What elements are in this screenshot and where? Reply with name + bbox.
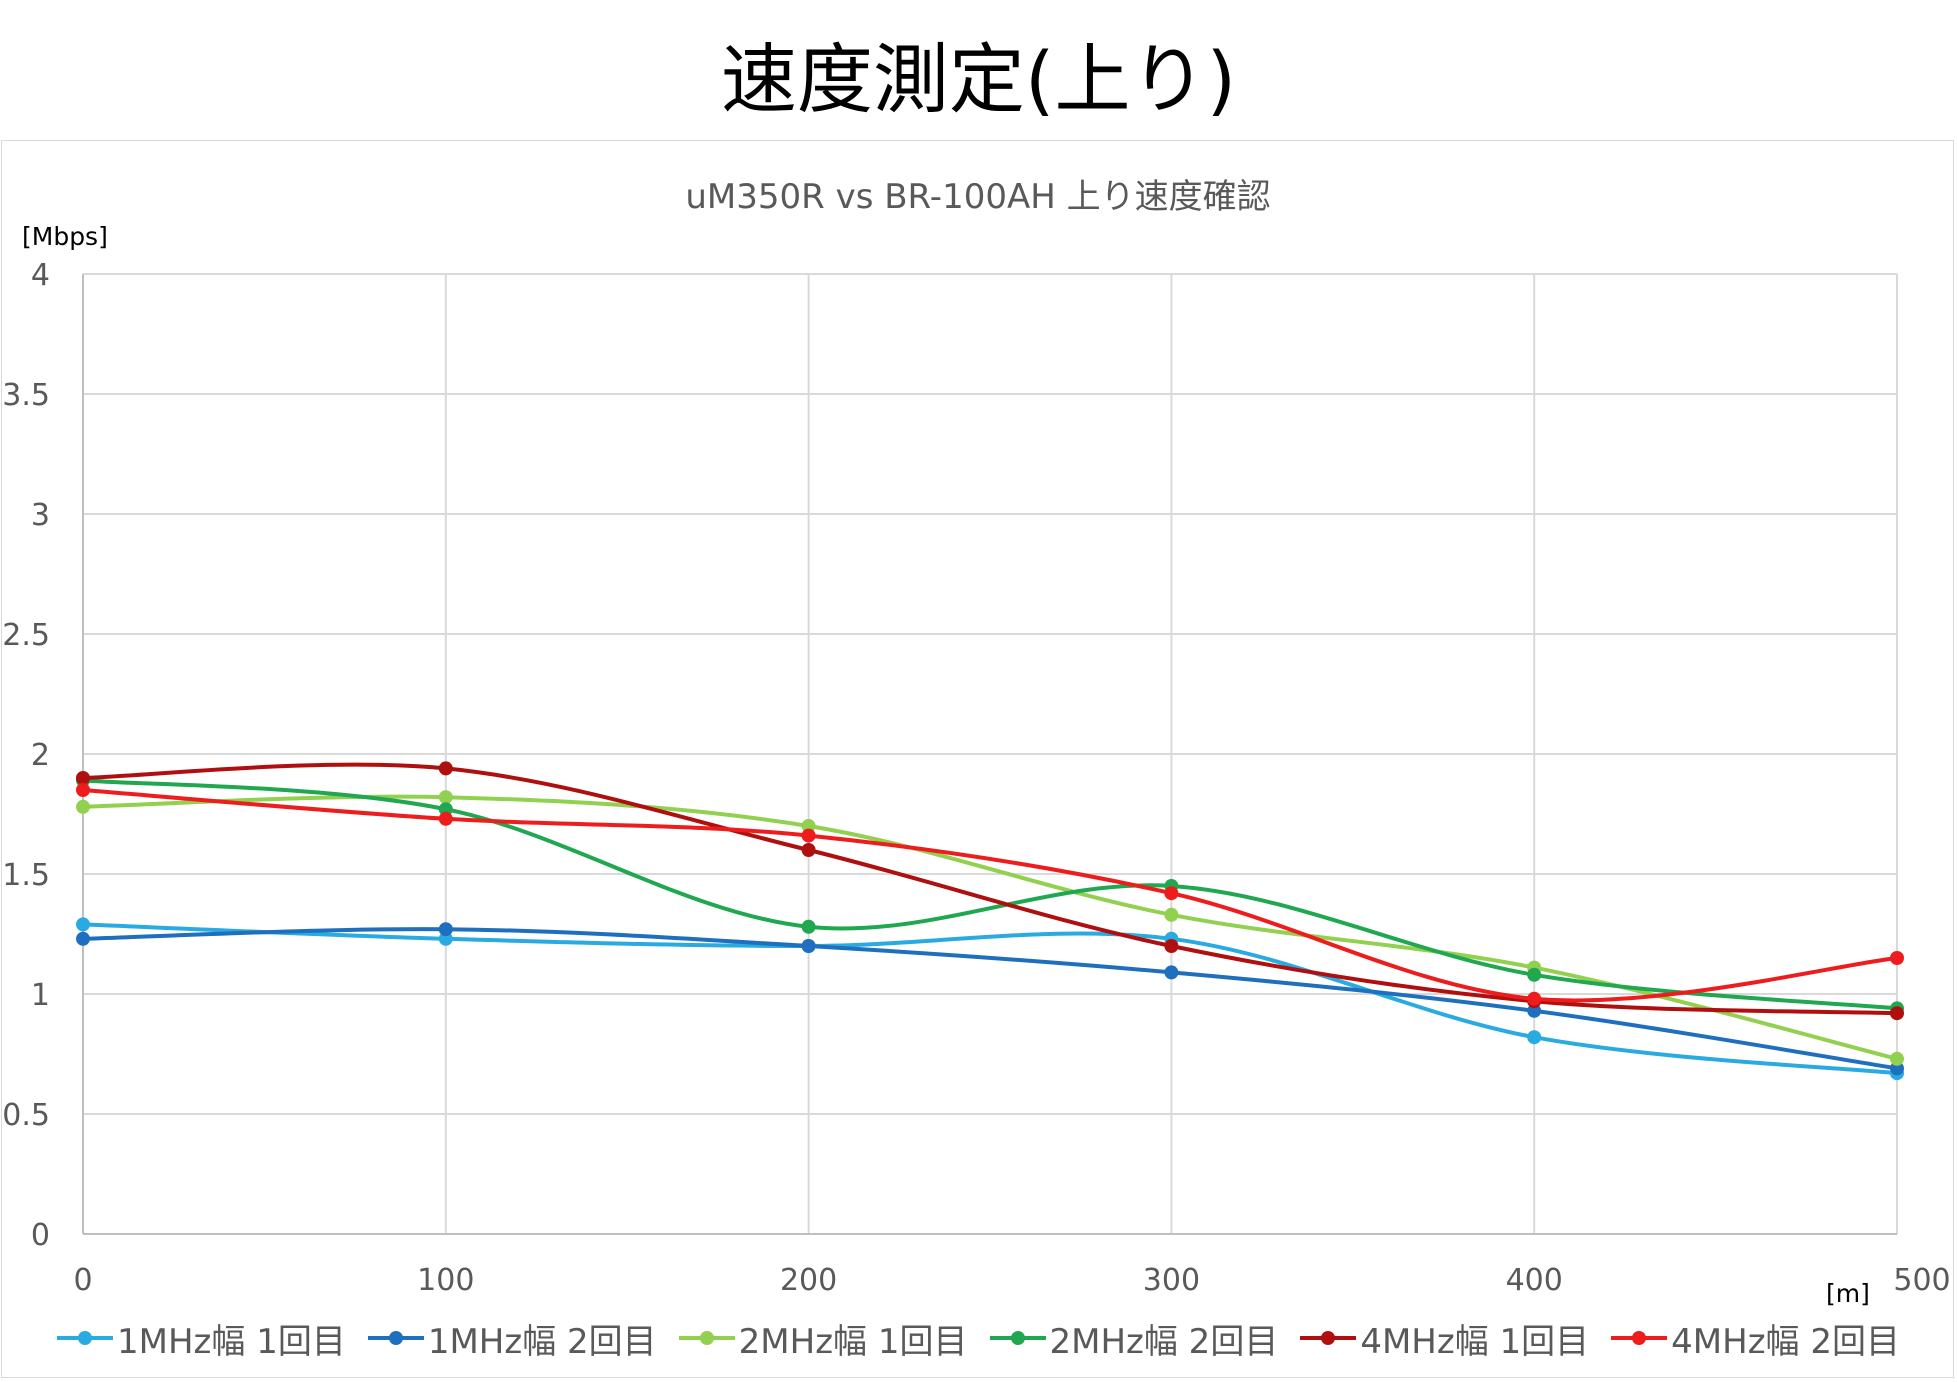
series-line (82, 788, 1898, 1003)
data-point (1527, 1003, 1542, 1018)
data-point (1527, 1030, 1542, 1045)
series-line (82, 922, 1898, 1076)
x-axis-label: [m] (1826, 1279, 1870, 1308)
x-tick-label: 0 (73, 1263, 92, 1298)
data-point (1164, 907, 1179, 922)
legend: 1MHz幅 1回目 1MHz幅 2回目 2MHz幅 1回目 2MHz幅 2回目 4MHz… (0, 1314, 1957, 1362)
y-tick-label: 0.5 (2, 1098, 50, 1133)
data-point (1164, 965, 1179, 980)
data-point (76, 799, 90, 814)
axis-labels: uM350R vs BR-100AH 上り速度確認 [Mbps] [m] 0 0.… (2, 177, 1950, 1308)
data-point (801, 828, 816, 843)
legend-item: 2MHz幅 2回目 (989, 1314, 1279, 1363)
y-tick-label: 3 (31, 498, 50, 533)
data-point (1164, 939, 1179, 953)
data-point (438, 790, 453, 805)
legend-item: 1MHz幅 2回目 (367, 1314, 657, 1363)
data-point (1890, 1051, 1904, 1066)
data-point (1890, 951, 1904, 965)
series-line (82, 762, 1898, 1016)
legend-swatch (678, 1331, 735, 1345)
data-point (438, 811, 453, 826)
x-tick-label: 100 (417, 1263, 474, 1298)
chart-frame (1, 140, 1954, 1378)
legend-swatch (1611, 1331, 1668, 1345)
x-tick-label: 300 (1143, 1263, 1200, 1298)
data-point (76, 771, 90, 785)
data-point (801, 939, 816, 953)
data-point (1164, 886, 1179, 901)
legend-label: 4MHz幅 2回目 (1671, 1321, 1900, 1362)
x-tick-label: 200 (780, 1263, 837, 1298)
x-tick-label: 400 (1506, 1263, 1563, 1298)
chart-title: uM350R vs BR-100AH 上り速度確認 (685, 177, 1270, 217)
series-5 (76, 761, 1904, 1021)
series-line (82, 927, 1898, 1071)
data-point (76, 783, 90, 797)
legend-item: 4MHz幅 1回目 (1300, 1314, 1589, 1363)
y-tick-label: 4 (31, 258, 50, 293)
y-tick-label: 3.5 (2, 378, 50, 413)
gridlines (82, 273, 1898, 1235)
legend-label: 4MHz幅 1回目 (1360, 1321, 1590, 1362)
series-3 (76, 790, 1904, 1066)
data-point (438, 802, 453, 817)
data-point (438, 922, 453, 937)
y-axis-label: [Mbps] (22, 222, 108, 251)
legend-swatch (989, 1331, 1046, 1345)
data-point (438, 761, 453, 776)
y-tick-label: 1 (31, 978, 50, 1013)
data-point (76, 917, 90, 932)
data-point (801, 919, 816, 934)
legend-swatch (57, 1331, 114, 1345)
legend-item: 2MHz幅 1回目 (678, 1314, 968, 1363)
data-point (1890, 1061, 1904, 1076)
series-6 (76, 783, 1904, 1006)
data-point (801, 819, 816, 833)
y-tick-label: 1.5 (2, 858, 50, 893)
legend-swatch (1300, 1331, 1357, 1345)
legend-label: 1MHz幅 2回目 (427, 1321, 657, 1362)
data-point (76, 931, 90, 946)
series-line (82, 778, 1898, 1011)
legend-item: 4MHz幅 2回目 (1611, 1314, 1900, 1363)
data-point (1527, 991, 1542, 1006)
page-title: 速度測定(上り) (720, 35, 1237, 124)
legend-label: 2MHz幅 1回目 (738, 1321, 968, 1362)
y-tick-label: 2 (31, 738, 50, 773)
series-4 (76, 773, 1904, 1016)
series-lines (76, 761, 1904, 1081)
data-point (438, 931, 453, 946)
y-tick-label: 0 (31, 1218, 50, 1253)
data-point (1890, 1006, 1904, 1021)
series-line (82, 794, 1898, 1061)
y-tick-label: 2.5 (2, 618, 50, 653)
axes (82, 274, 1897, 1235)
data-point (1527, 967, 1542, 982)
legend-label: 2MHz幅 2回目 (1049, 1321, 1279, 1362)
x-tick-label: 500 (1893, 1263, 1950, 1298)
data-point (801, 843, 816, 857)
legend-swatch (367, 1331, 424, 1345)
legend-label: 1MHz幅 1回目 (117, 1321, 346, 1362)
series-2 (76, 922, 1904, 1076)
legend-item: 1MHz幅 1回目 (57, 1314, 346, 1363)
